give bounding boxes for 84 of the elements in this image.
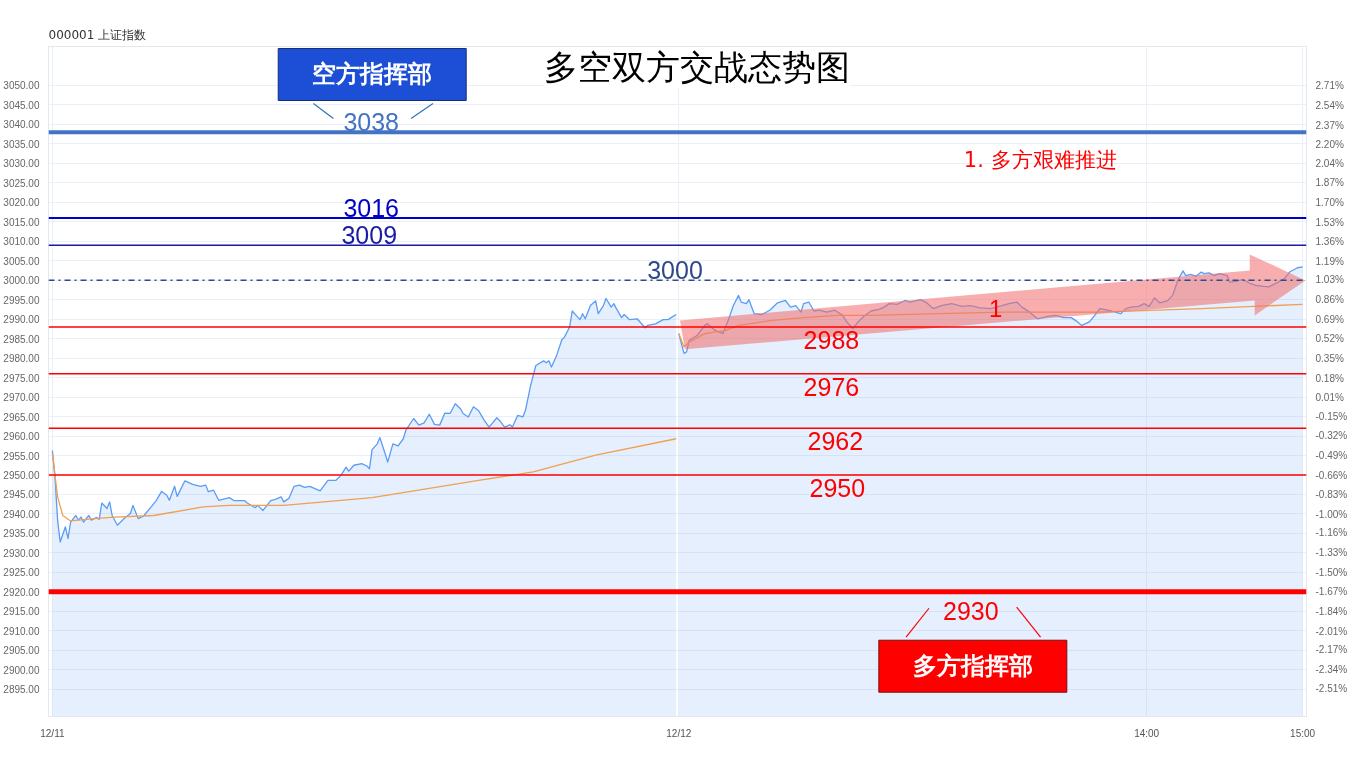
annotation: 1. 多方艰难推进	[963, 148, 1117, 173]
y2-tick-label: -0.49%	[1315, 449, 1348, 461]
ref-line-label: 3009	[341, 221, 398, 250]
y2-tick-label: 0.86%	[1315, 293, 1344, 305]
annotation: 1	[989, 294, 1003, 322]
y-tick-label: 3000.00	[3, 275, 40, 287]
y-tick-label: 2965.00	[3, 411, 40, 423]
y-tick-label: 3015.00	[3, 216, 40, 228]
ref-line-label: 3016	[343, 193, 400, 222]
y-tick-label: 3050.00	[3, 80, 40, 92]
y2-tick-label: 1.87%	[1315, 177, 1344, 189]
y2-tick-label: 0.69%	[1315, 313, 1344, 325]
ref-line-label: 2988	[803, 325, 860, 354]
y2-tick-label: 2.54%	[1315, 99, 1344, 111]
y2-tick-label: 2.04%	[1315, 157, 1344, 169]
y2-tick-label: 2.20%	[1315, 139, 1344, 151]
y-tick-label: 3045.00	[3, 99, 40, 111]
y-tick-label: 2990.00	[3, 314, 40, 326]
y2-tick-label: -1.16%	[1315, 527, 1348, 539]
y2-tick-label: -0.83%	[1315, 489, 1348, 501]
y2-tick-label: 2.37%	[1315, 119, 1344, 131]
y-tick-label: 3030.00	[3, 158, 40, 170]
y2-tick-label: 1.70%	[1315, 196, 1344, 208]
y-tick-label: 3035.00	[3, 138, 40, 150]
y-tick-label: 2905.00	[3, 645, 40, 657]
annotation: 2930	[943, 597, 999, 626]
y2-tick-label: 0.52%	[1315, 333, 1344, 345]
y2-tick-label: 0.18%	[1315, 372, 1344, 384]
y-tick-label: 2975.00	[3, 372, 40, 384]
ref-line-label: 2962	[807, 427, 864, 456]
y2-tick-label: 2.71%	[1315, 80, 1344, 92]
y-tick-label: 2960.00	[3, 431, 40, 443]
y2-tick-label: -2.01%	[1315, 625, 1348, 637]
y2-tick-label: -1.33%	[1315, 546, 1348, 558]
y-tick-label: 3020.00	[3, 197, 40, 209]
y-tick-label: 2910.00	[3, 625, 40, 637]
y-tick-label: 3010.00	[3, 236, 40, 248]
y2-tick-label: -0.15%	[1315, 410, 1348, 422]
y-tick-label: 2915.00	[3, 606, 40, 618]
y2-tick-label: -1.84%	[1315, 605, 1348, 617]
y-tick-label: 2995.00	[3, 294, 40, 306]
y-tick-label: 2985.00	[3, 333, 40, 345]
ref-line-label: 3038	[343, 108, 400, 137]
y-tick-label: 3040.00	[3, 119, 40, 131]
y-tick-label: 2950.00	[3, 469, 40, 481]
y-tick-label: 2980.00	[3, 353, 40, 365]
y-tick-label: 2920.00	[3, 586, 40, 598]
x-tick-label: 14:00	[1134, 727, 1160, 739]
y-tick-label: 2930.00	[3, 547, 40, 559]
y2-tick-label: 0.35%	[1315, 352, 1344, 364]
y-tick-label: 2900.00	[3, 664, 40, 676]
x-tick-label: 12/11	[40, 727, 65, 739]
y2-tick-label: -2.51%	[1315, 683, 1348, 695]
ref-line-label: 2950	[809, 473, 866, 502]
chart-title: 多空双方交战态势图	[543, 47, 850, 88]
y2-tick-label: -0.32%	[1315, 430, 1348, 442]
y2-tick-label: 1.19%	[1315, 255, 1344, 267]
annotation: 多方指挥部	[912, 652, 1033, 681]
ref-line-label: 2976	[803, 372, 860, 401]
y-tick-label: 2895.00	[3, 684, 40, 696]
x-tick-label: 12/12	[666, 727, 692, 739]
annotation: 空方指挥部	[312, 60, 433, 89]
x-tick-label: 15:00	[1290, 727, 1316, 739]
y-tick-label: 2955.00	[3, 450, 40, 462]
y2-tick-label: 0.01%	[1315, 392, 1344, 404]
ref-line-label: 3000	[647, 256, 703, 285]
y-tick-label: 2935.00	[3, 528, 40, 540]
y2-tick-label: -1.00%	[1315, 508, 1348, 520]
y-tick-label: 3005.00	[3, 255, 40, 267]
y-tick-label: 2970.00	[3, 392, 40, 404]
y-tick-label: 2940.00	[3, 508, 40, 520]
y2-tick-label: -2.17%	[1315, 644, 1348, 655]
y2-tick-label: -1.50%	[1315, 566, 1348, 578]
y-tick-label: 3025.00	[3, 177, 40, 189]
y2-tick-label: -2.34%	[1315, 663, 1348, 675]
y2-tick-label: 1.03%	[1315, 274, 1344, 286]
y2-tick-label: 1.53%	[1315, 216, 1344, 228]
y2-tick-label: -1.67%	[1315, 586, 1348, 598]
y-tick-label: 2945.00	[3, 489, 40, 501]
y2-tick-label: -0.66%	[1315, 469, 1348, 481]
y-tick-label: 2925.00	[3, 567, 40, 579]
y2-tick-label: 1.36%	[1315, 236, 1344, 248]
chart-subtitle: 000001 上证指数	[48, 27, 147, 42]
line-series	[51, 438, 677, 522]
